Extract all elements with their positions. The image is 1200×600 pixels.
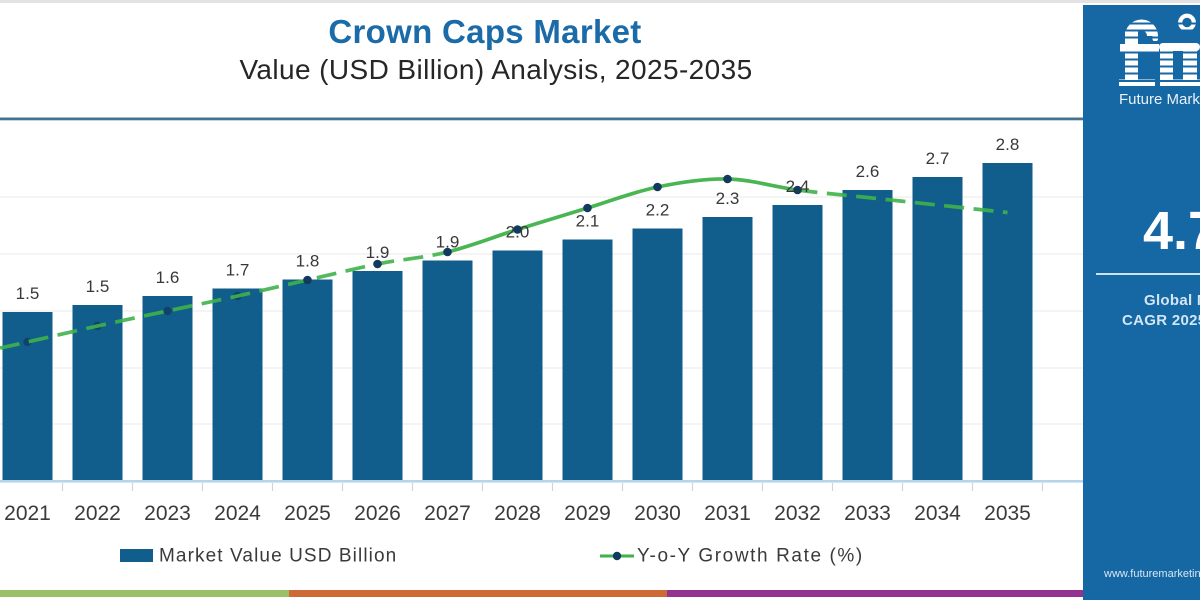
svg-text:1.7: 1.7: [226, 261, 250, 280]
svg-text:2033: 2033: [844, 502, 891, 525]
svg-text:1.9: 1.9: [436, 233, 460, 252]
svg-text:2.0: 2.0: [506, 223, 530, 242]
svg-text:2.1: 2.1: [576, 212, 600, 231]
svg-text:2028: 2028: [494, 502, 541, 525]
svg-text:2023: 2023: [144, 502, 191, 525]
svg-text:2025: 2025: [284, 502, 331, 525]
svg-text:2.3: 2.3: [716, 189, 740, 208]
svg-text:2034: 2034: [914, 502, 961, 525]
svg-text:2030: 2030: [634, 502, 681, 525]
svg-text:1.6: 1.6: [156, 268, 180, 287]
svg-text:Market Value USD Billion: Market Value USD Billion: [159, 546, 397, 567]
svg-text:Y-o-Y Growth Rate (%): Y-o-Y Growth Rate (%): [637, 546, 864, 567]
svg-text:2031: 2031: [704, 502, 751, 525]
svg-text:1.8: 1.8: [296, 252, 320, 271]
svg-text:2.6: 2.6: [856, 162, 880, 181]
svg-text:2032: 2032: [774, 502, 821, 525]
svg-text:2024: 2024: [214, 502, 261, 525]
svg-text:2.4: 2.4: [786, 177, 810, 196]
svg-text:2035: 2035: [984, 502, 1031, 525]
svg-text:2.7: 2.7: [926, 149, 950, 168]
svg-text:1.5: 1.5: [16, 284, 40, 303]
svg-text:2.8: 2.8: [996, 135, 1020, 154]
svg-text:2029: 2029: [564, 502, 611, 525]
svg-text:1.9: 1.9: [366, 243, 390, 262]
svg-text:2026: 2026: [354, 502, 401, 525]
svg-text:2027: 2027: [424, 502, 471, 525]
svg-text:1.5: 1.5: [86, 277, 110, 296]
svg-text:2022: 2022: [74, 502, 121, 525]
svg-text:2.2: 2.2: [646, 201, 670, 220]
svg-text:2021: 2021: [4, 502, 51, 525]
